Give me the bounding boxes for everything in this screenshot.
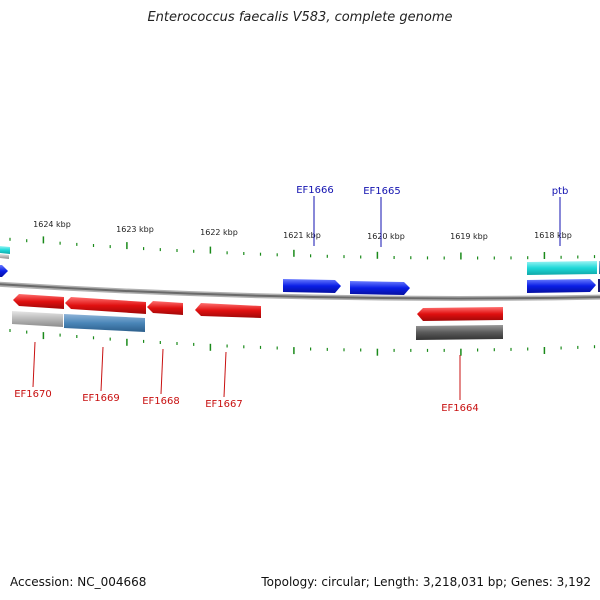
steel-feature[interactable] (64, 314, 145, 332)
gene-label-reverse[interactable]: EF1664 (441, 403, 479, 414)
scale-ticks-upper (9, 236, 596, 260)
gene-label-reverse[interactable]: EF1670 (14, 389, 52, 400)
scale-ticks-lower (9, 329, 596, 356)
forward-gene-arrow[interactable] (350, 281, 410, 295)
scale-label: 1621 kbp (283, 231, 321, 240)
scale-label: 1623 kbp (116, 225, 154, 234)
dark-feature[interactable] (416, 325, 503, 340)
map-title: Enterococcus faecalis V583, complete gen… (147, 10, 453, 25)
gene-label-reverse[interactable]: EF1668 (142, 396, 180, 407)
gene-label-forward[interactable]: EF1666 (296, 185, 334, 196)
reverse-gene-arrow[interactable] (195, 303, 261, 318)
callout-line (32, 341, 36, 388)
reverse-gene-arrow[interactable] (417, 307, 503, 321)
forward-gene-arrow[interactable] (527, 279, 596, 293)
callout-line (100, 346, 104, 392)
reverse-gene-arrow[interactable] (65, 297, 146, 314)
cyan-feature-left[interactable] (0, 246, 10, 254)
accession-text: Accession: NC_004668 (10, 575, 147, 589)
callout-line (160, 348, 164, 395)
scale-label: 1619 kbp (450, 232, 488, 241)
gene-label-forward[interactable]: ptb (552, 186, 569, 197)
topology-text: Topology: circular; Length: 3,218,031 bp… (261, 575, 591, 589)
cyan-feature-right[interactable] (527, 261, 597, 275)
gene-label-reverse[interactable]: EF1669 (82, 393, 120, 404)
gray-feature-left-top (0, 254, 9, 259)
forward-gene-arrow[interactable] (283, 279, 341, 293)
gene-label-forward[interactable]: EF1665 (363, 186, 401, 197)
gene-label-reverse[interactable]: EF1667 (205, 399, 243, 410)
scale-label: 1624 kbp (33, 220, 71, 229)
gray-feature[interactable] (12, 311, 63, 327)
scale-label: 1618 kbp (534, 231, 572, 240)
forward-gene-arrow[interactable] (0, 265, 8, 277)
reverse-gene-arrow[interactable] (147, 301, 183, 315)
reverse-gene-arrow[interactable] (13, 294, 64, 309)
callout-line (223, 351, 227, 398)
scale-label: 1620 kbp (367, 232, 405, 241)
scale-label: 1622 kbp (200, 228, 238, 237)
genome-backbone-line (0, 283, 600, 300)
